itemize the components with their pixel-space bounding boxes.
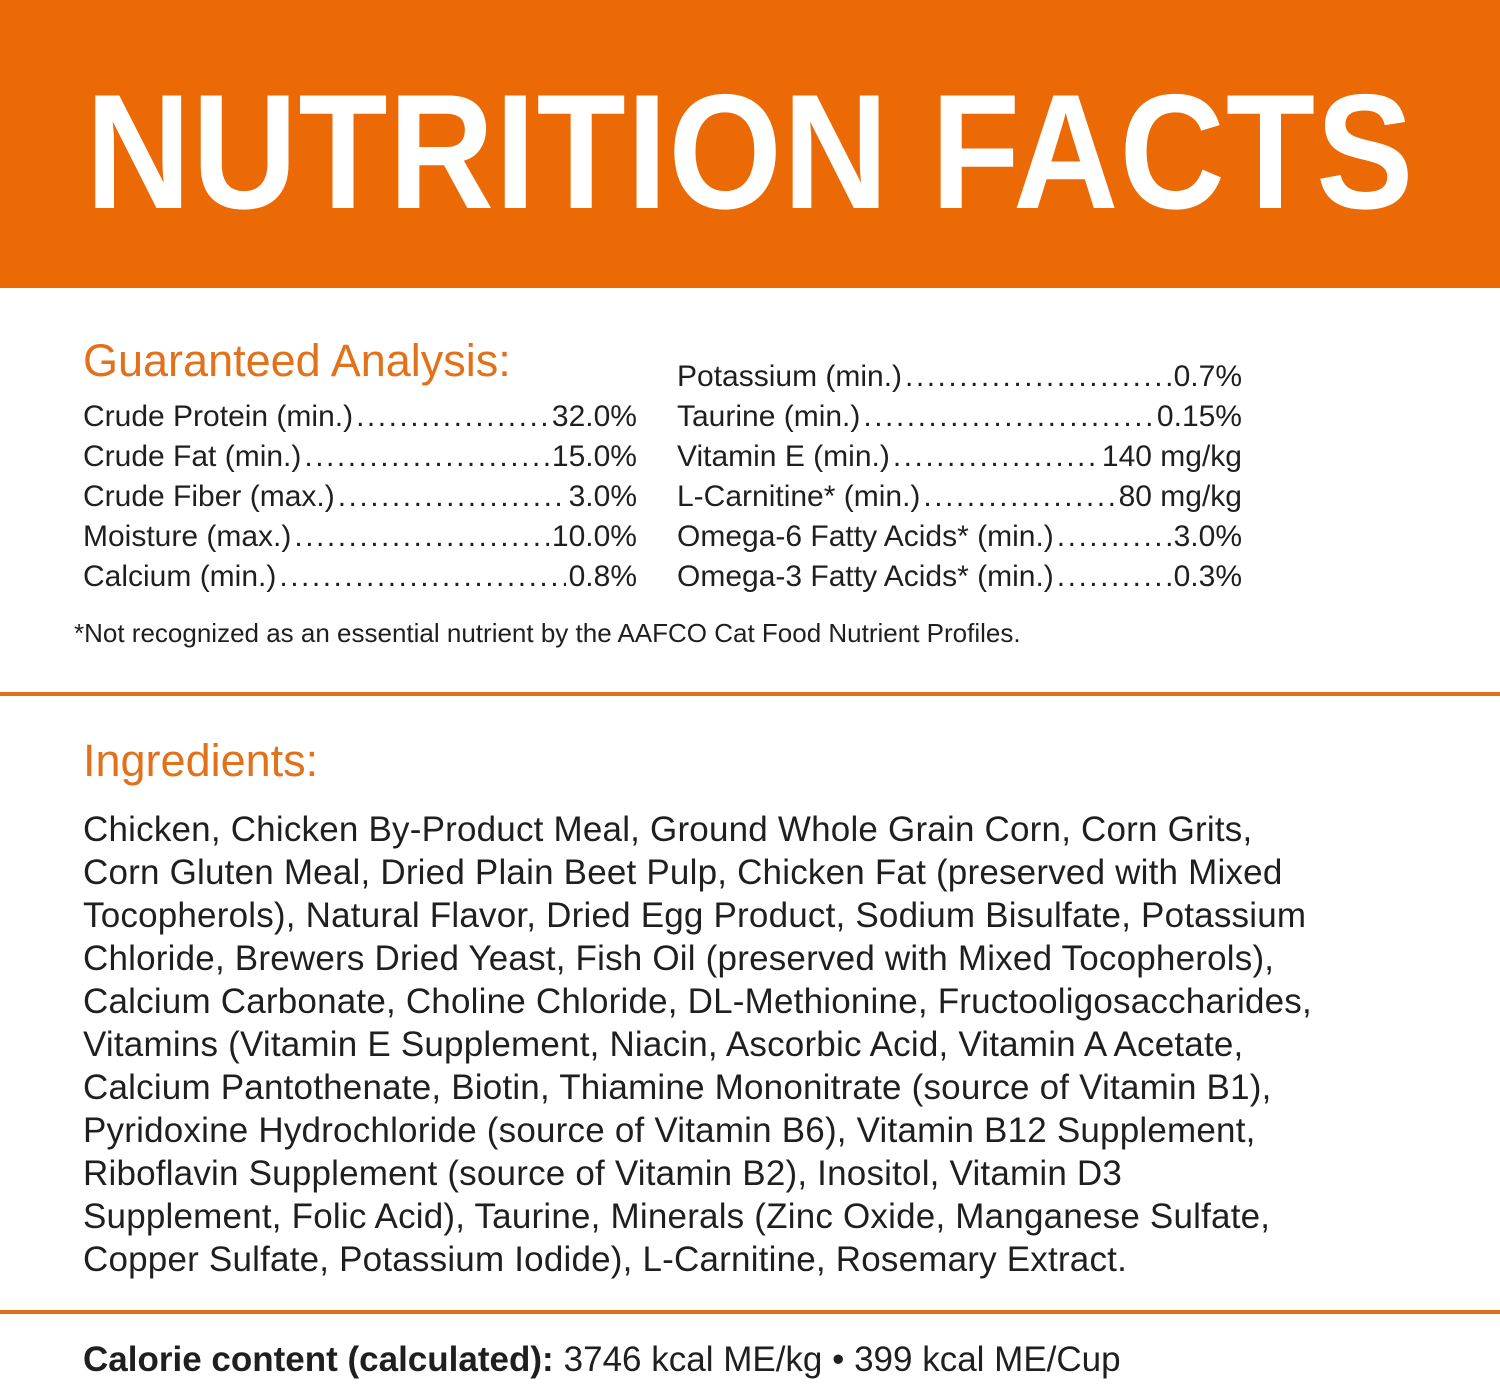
ingredients-line: Riboflavin Supplement (source of Vitamin… bbox=[83, 1154, 1123, 1193]
page-title: NUTRITION FACTS bbox=[85, 60, 1415, 243]
dot-leader bbox=[923, 477, 1115, 517]
nutrient-row-crude-protein: Crude Protein (min.) 32.0% bbox=[83, 397, 637, 437]
nutrient-label: L-Carnitine* (min.) bbox=[677, 480, 921, 513]
ingredients-line: Supplement, Folic Acid), Taurine, Minera… bbox=[83, 1197, 1271, 1236]
nutrient-value: 3.0% bbox=[1173, 520, 1242, 553]
header-banner: NUTRITION FACTS bbox=[0, 0, 1500, 288]
nutrient-label: Moisture (max.) bbox=[83, 520, 292, 553]
calorie-content-line: Calorie content (calculated): 3746 kcal M… bbox=[0, 1338, 1500, 1381]
ingredients-heading: Ingredients: bbox=[83, 735, 319, 786]
guaranteed-analysis-columns: Guaranteed Analysis: Crude Protein (min.… bbox=[83, 335, 1242, 597]
dot-leader bbox=[279, 557, 565, 597]
ingredients-section: Ingredients: Chicken, Chicken By-Product… bbox=[0, 735, 1500, 1281]
nutrient-value: 0.7% bbox=[1173, 360, 1242, 393]
guaranteed-analysis-section: Guaranteed Analysis: Crude Protein (min.… bbox=[0, 335, 1500, 650]
dot-leader bbox=[863, 397, 1154, 437]
dot-leader bbox=[338, 477, 566, 517]
nutrient-label: Crude Protein (min.) bbox=[83, 400, 354, 433]
nutrient-value: 80 mg/kg bbox=[1118, 480, 1242, 513]
ingredients-line: Copper Sulfate, Potassium Iodide), L-Car… bbox=[83, 1240, 1127, 1279]
nutrient-value: 32.0% bbox=[551, 400, 637, 433]
ingredients-text: Chicken, Chicken By-Product Meal, Ground… bbox=[83, 808, 1440, 1281]
nutrient-row-omega-6: Omega-6 Fatty Acids* (min.) 3.0% bbox=[677, 517, 1242, 557]
nutrient-value: 0.3% bbox=[1173, 560, 1242, 593]
ingredients-line: Calcium Pantothenate, Biotin, Thiamine M… bbox=[83, 1068, 1272, 1107]
nutrient-label: Omega-3 Fatty Acids* (min.) bbox=[677, 560, 1054, 593]
nutrient-value: 10.0% bbox=[551, 520, 637, 553]
nutrient-label: Vitamin E (min.) bbox=[677, 440, 890, 473]
dot-leader bbox=[905, 357, 1171, 397]
aafco-footnote: *Not recognized as an essential nutrient… bbox=[74, 618, 1021, 648]
nutrient-label: Omega-6 Fatty Acids* (min.) bbox=[677, 520, 1054, 553]
nutrient-value: 15.0% bbox=[551, 440, 637, 473]
nutrient-value: 3.0% bbox=[568, 480, 637, 513]
ingredients-line: Pyridoxine Hydrochloride (source of Vita… bbox=[83, 1111, 1256, 1150]
nutrient-label: Potassium (min.) bbox=[677, 360, 903, 393]
ingredients-line: Chloride, Brewers Dried Yeast, Fish Oil … bbox=[83, 939, 1275, 978]
dot-leader bbox=[1057, 557, 1171, 597]
dot-leader bbox=[1057, 517, 1171, 557]
dot-leader bbox=[294, 517, 549, 557]
nutrient-value: 0.15% bbox=[1156, 400, 1242, 433]
calorie-value: 3746 kcal ME/kg • 399 kcal ME/Cup bbox=[563, 1340, 1121, 1379]
dot-leader bbox=[304, 437, 549, 477]
dot-leader bbox=[893, 437, 1099, 477]
nutrient-value: 0.8% bbox=[568, 560, 637, 593]
ingredients-line: Corn Gluten Meal, Dried Plain Beet Pulp,… bbox=[83, 853, 1283, 892]
nutrient-value: 140 mg/kg bbox=[1101, 440, 1242, 473]
ingredients-line: Chicken, Chicken By-Product Meal, Ground… bbox=[83, 810, 1253, 849]
guaranteed-analysis-left-column: Guaranteed Analysis: Crude Protein (min.… bbox=[83, 335, 637, 597]
nutrient-row-crude-fiber: Crude Fiber (max.) 3.0% bbox=[83, 477, 637, 517]
nutrient-row-calcium: Calcium (min.) 0.8% bbox=[83, 557, 637, 597]
dot-leader bbox=[356, 397, 549, 437]
guaranteed-analysis-heading: Guaranteed Analysis: bbox=[83, 335, 511, 386]
nutrient-row-l-carnitine: L-Carnitine* (min.) 80 mg/kg bbox=[677, 477, 1242, 517]
ingredients-line: Vitamins (Vitamin E Supplement, Niacin, … bbox=[83, 1025, 1244, 1064]
nutrient-label: Calcium (min.) bbox=[83, 560, 277, 593]
nutrient-label: Crude Fiber (max.) bbox=[83, 480, 335, 513]
nutrient-label: Crude Fat (min.) bbox=[83, 440, 302, 473]
nutrient-label: Taurine (min.) bbox=[677, 400, 861, 433]
ingredients-line: Calcium Carbonate, Choline Chloride, DL-… bbox=[83, 982, 1312, 1021]
nutrient-row-taurine: Taurine (min.) 0.15% bbox=[677, 397, 1242, 437]
guaranteed-analysis-right-column: Potassium (min.) 0.7% Taurine (min.) 0.1… bbox=[677, 335, 1242, 597]
divider-rule-top bbox=[0, 692, 1500, 696]
divider-rule-bottom bbox=[0, 1310, 1500, 1314]
calorie-label: Calorie content (calculated): bbox=[83, 1340, 554, 1379]
nutrient-row-crude-fat: Crude Fat (min.) 15.0% bbox=[83, 437, 637, 477]
nutrient-row-potassium: Potassium (min.) 0.7% bbox=[677, 357, 1242, 397]
nutrient-row-omega-3: Omega-3 Fatty Acids* (min.) 0.3% bbox=[677, 557, 1242, 597]
ingredients-line: Tocopherols), Natural Flavor, Dried Egg … bbox=[83, 896, 1307, 935]
nutrient-row-vitamin-e: Vitamin E (min.) 140 mg/kg bbox=[677, 437, 1242, 477]
nutrient-row-moisture: Moisture (max.) 10.0% bbox=[83, 517, 637, 557]
